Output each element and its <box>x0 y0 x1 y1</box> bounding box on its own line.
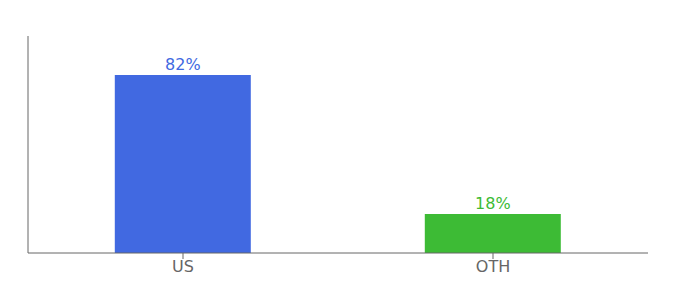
svg-text:OTH: OTH <box>476 257 510 276</box>
svg-text:US: US <box>172 257 194 276</box>
svg-text:18%: 18% <box>475 194 511 213</box>
svg-text:82%: 82% <box>165 55 201 74</box>
